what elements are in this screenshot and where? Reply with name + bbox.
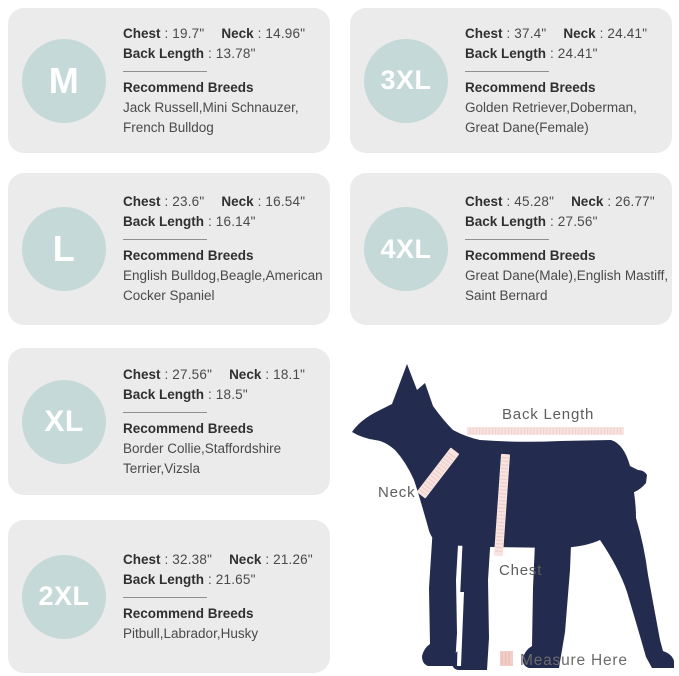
size-label: 4XL [380,233,432,264]
measurement-row: Back Length:18.5" [123,386,248,402]
neck-label: Neck [229,551,262,567]
breeds-list: Jack Russell,Mini Schnauzer, French Bull… [123,99,299,135]
measure-here-legend: Measure Here [500,651,628,669]
back-length-label: Back Length [123,214,205,229]
size-badge: M [22,38,106,123]
neck-value: 18.1" [273,366,306,382]
measurement-row: Chest:32.38" Neck:21.26" [123,551,313,567]
size-label: M [48,59,80,101]
neck-value: 16.54" [265,194,306,209]
breeds-list: English Bulldog,Beagle,American Cocker S… [123,268,323,303]
back-length-value: 27.56" [557,214,598,229]
neck-diagram-label: Neck [378,484,415,501]
back-length-label: Back Length [123,45,205,61]
recommend-breeds-heading: Recommend Breeds [123,248,254,263]
size-card-3xl: 3XL Chest:37.4" Neck:24.41" Back Length:… [350,8,672,153]
size-badge: 3XL [364,38,448,123]
measurement-row: Back Length:27.56" [465,214,598,229]
back-length-diagram-label: Back Length [502,406,594,423]
size-label: L [52,228,76,269]
divider [465,70,549,72]
back-length-label: Back Length [465,45,547,61]
divider [123,70,207,72]
recommend-breeds-heading: Recommend Breeds [123,79,254,95]
neck-label: Neck [221,25,254,41]
size-card-m: M Chest:19.7" Neck:14.96" Back Length:13… [8,8,330,153]
measurement-row: Chest:37.4" Neck:24.41" [465,25,648,41]
size-badge: 2XL [22,554,106,639]
chest-label: Chest [465,194,503,209]
breeds-list: Great Dane(Male),English Mastiff, Saint … [465,268,669,303]
size-card-xl: XL Chest:27.56" Neck:18.1" Back Length:1… [8,348,330,495]
back-length-value: 13.78" [215,45,256,61]
size-card-2xl: 2XL Chest:32.38" Neck:21.26" Back Length… [8,520,330,673]
neck-label: Neck [563,25,596,41]
back-length-tape [467,427,624,435]
measurement-row: Chest:27.56" Neck:18.1" [123,366,306,382]
divider [123,239,207,240]
back-length-label: Back Length [465,214,547,229]
size-card-l: L Chest:23.6" Neck:16.54" Back Length:16… [8,173,330,325]
size-card-4xl: 4XL Chest:45.28" Neck:26.77" Back Length… [350,173,672,325]
chest-value: 45.28" [514,194,555,209]
dog-rear-leg [522,520,572,668]
neck-value: 21.26" [273,551,313,567]
measurement-row: Back Length:16.14" [123,214,256,229]
neck-label: Neck [571,194,604,209]
size-label: 2XL [38,581,90,611]
measure-here-label: Measure Here [520,652,628,669]
back-length-value: 24.41" [557,45,598,61]
chest-diagram-label: Chest [499,562,542,579]
measurement-row: Back Length:13.78" [123,45,256,61]
measurement-row: Chest:23.6" Neck:16.54" [123,194,306,209]
back-length-value: 21.65" [215,571,256,587]
chest-value: 23.6" [172,194,205,209]
neck-label: Neck [229,366,262,382]
chest-label: Chest [123,366,161,382]
breeds-list: Golden Retriever,Doberman, Great Dane(Fe… [465,99,637,135]
measurement-diagram: Back Length Neck Chest Measure Here [340,340,679,676]
measure-here-icon [500,651,513,666]
chest-label: Chest [123,551,161,567]
chest-value: 27.56" [172,366,213,382]
neck-value: 26.77" [615,194,655,209]
size-label: XL [44,404,84,438]
size-badge: XL [22,379,106,464]
measurement-row: Back Length:21.65" [123,571,256,587]
neck-value: 14.96" [265,25,306,41]
chest-value: 32.38" [172,551,213,567]
back-length-value: 16.14" [215,214,256,229]
chest-label: Chest [465,25,503,41]
chest-label: Chest [123,194,161,209]
divider [465,239,549,240]
chest-label: Chest [123,25,161,41]
measurement-row: Chest:19.7" Neck:14.96" [123,25,306,41]
breeds-list: Border Collie,Staffordshire Terrier,Vizs… [123,440,282,476]
front-leg-gap [457,592,464,666]
dog-silhouette [352,364,674,668]
back-length-label: Back Length [123,386,205,402]
back-length-label: Back Length [123,571,205,587]
measurement-row: Back Length:24.41" [465,45,598,61]
chest-tape [494,453,510,557]
breeds-list: Pitbull,Labrador,Husky [123,625,259,641]
divider [123,411,207,413]
back-length-value: 18.5" [215,386,248,402]
neck-label: Neck [221,194,254,209]
chest-value: 19.7" [172,25,205,41]
dog-front-leg-far [422,526,459,666]
size-badge: 4XL [364,207,448,291]
recommend-breeds-heading: Recommend Breeds [465,79,596,95]
measurement-row: Chest:45.28" Neck:26.77" [465,194,655,209]
neck-value: 24.41" [607,25,648,41]
chest-value: 37.4" [514,25,547,41]
recommend-breeds-heading: Recommend Breeds [465,248,596,263]
divider [123,596,207,598]
recommend-breeds-heading: Recommend Breeds [123,420,254,436]
recommend-breeds-heading: Recommend Breeds [123,605,254,621]
size-label: 3XL [380,65,432,95]
size-badge: L [22,207,106,291]
neck-tape [416,447,460,499]
